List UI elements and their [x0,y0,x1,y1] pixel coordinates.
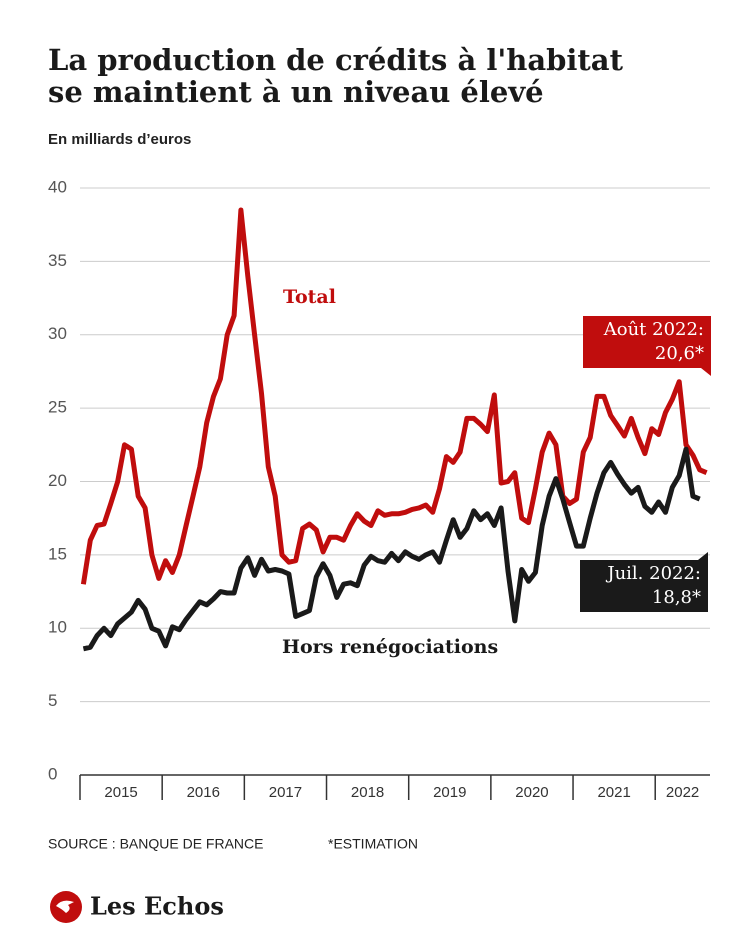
callout-text: Août 2022: [603,319,704,340]
x-tick-label: 2021 [597,784,630,801]
series-line [80,207,708,585]
x-tick-label: 2022 [666,784,699,801]
y-tick-label: 25 [48,398,67,417]
callout-pointer [698,552,708,560]
x-tick-label: 2019 [433,784,466,801]
series-line [82,446,701,652]
x-tick-label: 2015 [104,784,137,801]
series-label: Hors renégociations [282,636,498,658]
logo-mark [56,900,74,913]
callout-text: 20,6* [655,343,704,364]
y-tick-label: 10 [48,618,67,637]
x-tick-label: 2017 [269,784,302,801]
x-tick-label: 2018 [351,784,384,801]
callout-box [580,560,708,612]
series-label: Total [283,286,336,308]
y-tick-label: 30 [48,324,67,343]
y-tick-label: 20 [48,471,67,490]
x-tick-label: 2020 [515,784,548,801]
callout-text: 18,8* [652,587,701,608]
logo: Les Echos [90,892,224,921]
subtitle: En milliards d’euros [48,131,191,148]
y-tick-label: 40 [48,177,67,196]
source: SOURCE : BANQUE DE FRANCE [48,836,263,852]
y-tick-label: 35 [48,251,67,270]
callout-text: Juil. 2022: [605,563,701,584]
y-tick-label: 0 [48,764,57,783]
y-tick-label: 15 [48,544,67,563]
callout-box [583,316,711,368]
callout-pointer [701,368,711,376]
x-tick-label: 2016 [187,784,220,801]
title-line: La production de crédits à l'habitat [48,43,624,77]
title-line: se maintient à un niveau élevé [48,75,544,109]
note: *ESTIMATION [328,836,418,852]
y-tick-label: 5 [48,691,57,710]
